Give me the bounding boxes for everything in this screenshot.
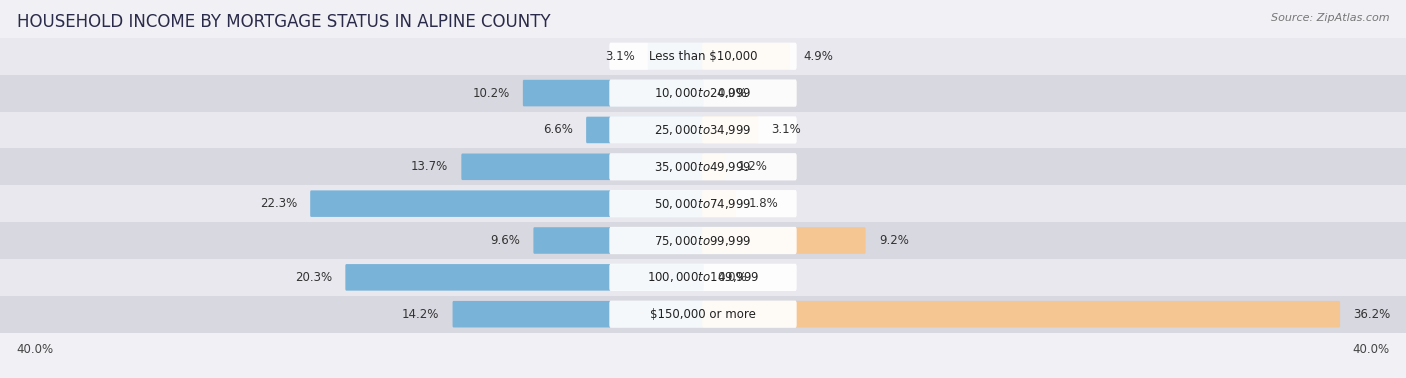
FancyBboxPatch shape <box>609 153 797 180</box>
FancyBboxPatch shape <box>461 153 704 180</box>
FancyBboxPatch shape <box>609 43 797 70</box>
Text: 10.2%: 10.2% <box>472 87 510 99</box>
FancyBboxPatch shape <box>0 222 1406 259</box>
Text: Source: ZipAtlas.com: Source: ZipAtlas.com <box>1271 13 1389 23</box>
FancyBboxPatch shape <box>0 259 1406 296</box>
FancyBboxPatch shape <box>702 301 1340 327</box>
FancyBboxPatch shape <box>0 149 1406 185</box>
FancyBboxPatch shape <box>609 227 797 254</box>
FancyBboxPatch shape <box>702 43 790 70</box>
FancyBboxPatch shape <box>609 79 797 107</box>
FancyBboxPatch shape <box>453 301 704 327</box>
Text: 40.0%: 40.0% <box>1353 343 1389 356</box>
FancyBboxPatch shape <box>702 117 758 143</box>
Text: $100,000 to $149,999: $100,000 to $149,999 <box>647 270 759 284</box>
FancyBboxPatch shape <box>533 227 704 254</box>
Text: $35,000 to $49,999: $35,000 to $49,999 <box>654 160 752 174</box>
Text: 1.8%: 1.8% <box>749 197 779 210</box>
FancyBboxPatch shape <box>0 112 1406 149</box>
Text: 22.3%: 22.3% <box>260 197 297 210</box>
FancyBboxPatch shape <box>702 227 866 254</box>
FancyBboxPatch shape <box>609 264 797 291</box>
FancyBboxPatch shape <box>586 117 704 143</box>
FancyBboxPatch shape <box>609 301 797 328</box>
Text: $10,000 to $24,999: $10,000 to $24,999 <box>654 86 752 100</box>
Text: 0.0%: 0.0% <box>717 271 747 284</box>
FancyBboxPatch shape <box>609 116 797 144</box>
Text: 4.9%: 4.9% <box>803 50 832 63</box>
FancyBboxPatch shape <box>523 80 704 106</box>
Text: $50,000 to $74,999: $50,000 to $74,999 <box>654 197 752 211</box>
FancyBboxPatch shape <box>0 296 1406 333</box>
FancyBboxPatch shape <box>311 191 704 217</box>
Text: 3.1%: 3.1% <box>772 124 801 136</box>
FancyBboxPatch shape <box>648 43 704 70</box>
Text: 6.6%: 6.6% <box>543 124 574 136</box>
Text: $75,000 to $99,999: $75,000 to $99,999 <box>654 234 752 248</box>
Text: $150,000 or more: $150,000 or more <box>650 308 756 321</box>
Text: 14.2%: 14.2% <box>402 308 439 321</box>
Text: 13.7%: 13.7% <box>411 160 449 173</box>
Text: 20.3%: 20.3% <box>295 271 332 284</box>
FancyBboxPatch shape <box>0 75 1406 112</box>
Text: 3.1%: 3.1% <box>605 50 634 63</box>
Text: 1.2%: 1.2% <box>738 160 768 173</box>
Text: $25,000 to $34,999: $25,000 to $34,999 <box>654 123 752 137</box>
FancyBboxPatch shape <box>0 185 1406 222</box>
FancyBboxPatch shape <box>702 153 725 180</box>
Text: 40.0%: 40.0% <box>17 343 53 356</box>
FancyBboxPatch shape <box>0 38 1406 75</box>
FancyBboxPatch shape <box>702 191 735 217</box>
Text: 36.2%: 36.2% <box>1354 308 1391 321</box>
FancyBboxPatch shape <box>346 264 704 291</box>
Text: HOUSEHOLD INCOME BY MORTGAGE STATUS IN ALPINE COUNTY: HOUSEHOLD INCOME BY MORTGAGE STATUS IN A… <box>17 13 551 31</box>
FancyBboxPatch shape <box>609 190 797 217</box>
Text: 9.6%: 9.6% <box>491 234 520 247</box>
Text: Less than $10,000: Less than $10,000 <box>648 50 758 63</box>
Text: 9.2%: 9.2% <box>879 234 908 247</box>
Text: 0.0%: 0.0% <box>717 87 747 99</box>
